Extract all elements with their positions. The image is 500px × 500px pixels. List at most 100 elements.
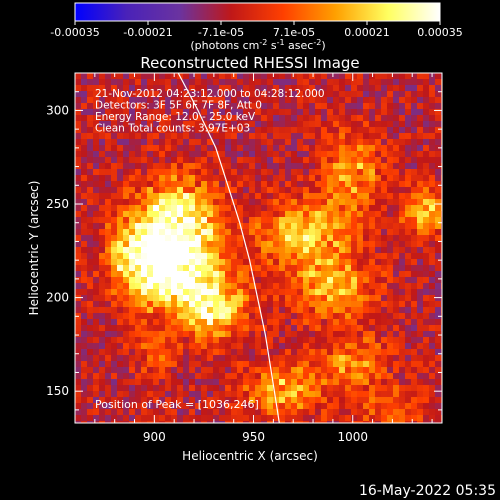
heatmap-cell — [123, 313, 130, 320]
heatmap-cell — [429, 277, 436, 284]
heatmap-cell — [423, 199, 430, 206]
heatmap-cell — [177, 85, 184, 92]
heatmap-cell — [327, 397, 334, 404]
heatmap-cell — [165, 241, 172, 248]
heatmap-cell — [345, 361, 352, 368]
heatmap-cell — [327, 175, 334, 182]
heatmap-cell — [99, 97, 106, 104]
heatmap-cell — [213, 301, 220, 308]
heatmap-cell — [171, 397, 178, 404]
heatmap-cell — [435, 367, 442, 374]
heatmap-cell — [399, 85, 406, 92]
heatmap-cell — [249, 103, 256, 110]
heatmap-cell — [285, 151, 292, 158]
heatmap-cell — [75, 307, 82, 314]
heatmap-cell — [375, 283, 382, 290]
heatmap-cell — [411, 259, 418, 266]
heatmap-cell — [309, 181, 316, 188]
heatmap-cell — [153, 271, 160, 278]
heatmap-cell — [237, 133, 244, 140]
heatmap-cell — [291, 121, 298, 128]
heatmap-cell — [81, 283, 88, 290]
heatmap-cell — [309, 259, 316, 266]
heatmap-cell — [87, 163, 94, 170]
heatmap-cell — [159, 361, 166, 368]
heatmap-cell — [429, 385, 436, 392]
heatmap-cell — [183, 97, 190, 104]
heatmap-cell — [315, 421, 322, 423]
heatmap-cell — [219, 115, 226, 122]
heatmap-cell — [435, 211, 442, 218]
heatmap-cell — [93, 241, 100, 248]
heatmap-cell — [189, 223, 196, 230]
heatmap-cell — [93, 163, 100, 170]
heatmap-cell — [393, 319, 400, 326]
heatmap-cell — [219, 373, 226, 380]
heatmap-cell — [231, 97, 238, 104]
heatmap-cell — [237, 163, 244, 170]
heatmap-cell — [105, 169, 112, 176]
heatmap-cell — [231, 421, 238, 423]
heatmap-cell — [261, 163, 268, 170]
heatmap-cell — [297, 163, 304, 170]
heatmap-cell — [201, 187, 208, 194]
heatmap-cell — [255, 385, 262, 392]
heatmap-cell — [315, 391, 322, 398]
heatmap-cell — [315, 403, 322, 410]
heatmap-cell — [195, 79, 202, 86]
heatmap-cell — [393, 169, 400, 176]
heatmap-cell — [225, 145, 232, 152]
heatmap-cell — [159, 127, 166, 134]
heatmap-cell — [129, 403, 136, 410]
heatmap-cell — [147, 289, 154, 296]
heatmap-cell — [177, 307, 184, 314]
heatmap-cell — [189, 325, 196, 332]
heatmap-cell — [135, 313, 142, 320]
heatmap-cell — [273, 337, 280, 344]
heatmap-cell — [153, 391, 160, 398]
heatmap-cell — [249, 199, 256, 206]
heatmap-cell — [261, 151, 268, 158]
heatmap-cell — [333, 355, 340, 362]
heatmap-cell — [165, 217, 172, 224]
heatmap-cell — [135, 343, 142, 350]
heatmap-cell — [201, 85, 208, 92]
heatmap-cell — [339, 367, 346, 374]
heatmap-cell — [387, 235, 394, 242]
heatmap-cell — [195, 349, 202, 356]
heatmap-cell — [111, 391, 118, 398]
heatmap-cell — [105, 397, 112, 404]
heatmap-cell — [111, 337, 118, 344]
heatmap-cell — [213, 415, 220, 422]
heatmap-cell — [75, 253, 82, 260]
heatmap-cell — [321, 415, 328, 422]
heatmap-cell — [381, 121, 388, 128]
heatmap-cell — [141, 325, 148, 332]
heatmap-cell — [381, 367, 388, 374]
heatmap-cell — [309, 211, 316, 218]
heatmap-cell — [255, 367, 262, 374]
heatmap-cell — [213, 115, 220, 122]
heatmap-cell — [405, 85, 412, 92]
heatmap-cell — [291, 301, 298, 308]
heatmap-cell — [153, 403, 160, 410]
heatmap-cell — [339, 403, 346, 410]
heatmap-cell — [231, 403, 238, 410]
heatmap-cell — [171, 379, 178, 386]
heatmap-cell — [411, 403, 418, 410]
heatmap-cell — [117, 169, 124, 176]
heatmap-cell — [99, 259, 106, 266]
heatmap-cell — [255, 241, 262, 248]
heatmap-cell — [345, 307, 352, 314]
heatmap-cell — [225, 379, 232, 386]
heatmap-cell — [75, 385, 82, 392]
heatmap-cell — [327, 379, 334, 386]
heatmap-cell — [249, 349, 256, 356]
heatmap-cell — [273, 211, 280, 218]
heatmap-cell — [339, 325, 346, 332]
heatmap-cell — [339, 157, 346, 164]
heatmap-cell — [243, 79, 250, 86]
heatmap-cell — [351, 235, 358, 242]
heatmap-cell — [273, 415, 280, 422]
heatmap-cell — [405, 127, 412, 134]
